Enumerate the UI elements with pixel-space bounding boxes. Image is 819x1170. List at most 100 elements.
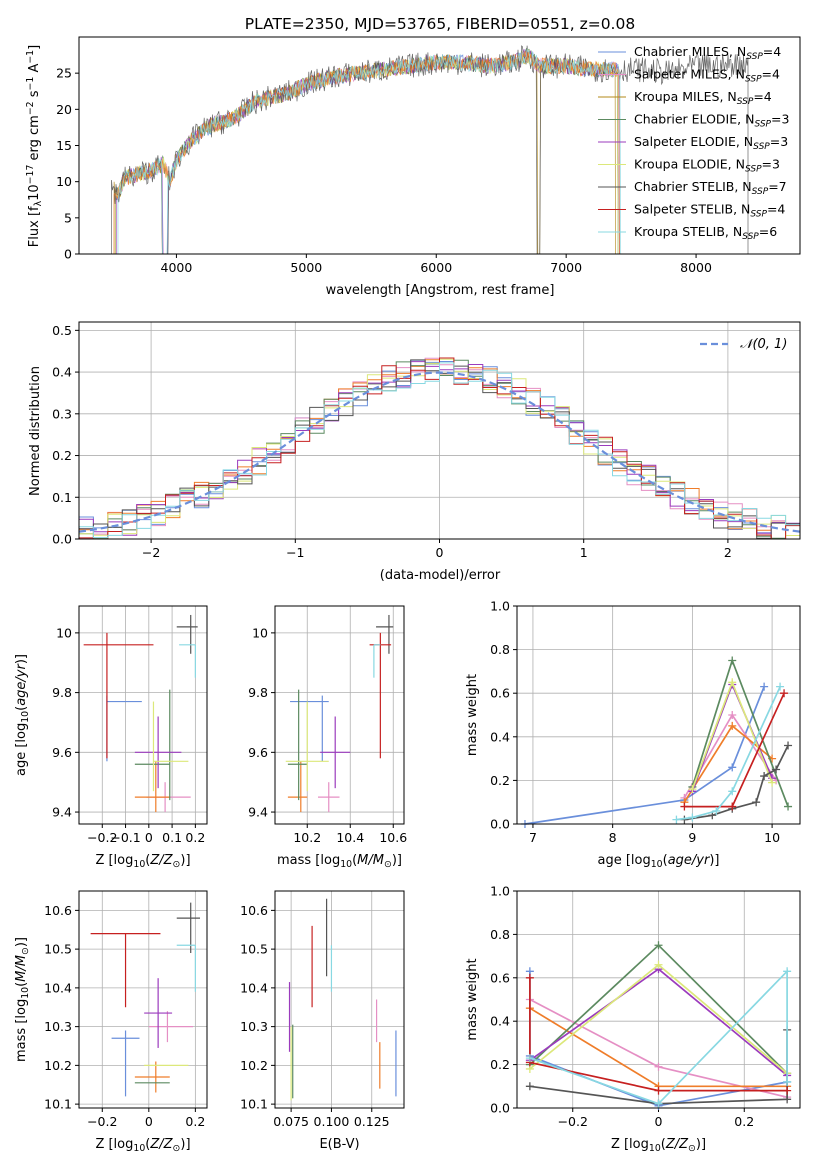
x-tick-label: 0 [655,1114,663,1129]
x-tick-label: 0.2 [734,1114,754,1129]
weight-marker [728,802,737,811]
weight-marker [760,772,769,781]
panel-mw_vs_Z: −0.2 0 0.2 0.0 0.2 0.4 0.6 0.8 1.0 Z [log10(Z/Z⊙)… [465,884,801,1154]
y-tick-label: 0.4 [52,365,72,380]
x-tick-label: 0.2 [185,830,205,845]
y-tick-label: 15 [56,138,72,153]
x-tick-label: 0 [436,545,444,560]
legend-label: 𝒩(0, 1) [740,337,787,352]
x-tick-label: 5000 [290,260,322,275]
y-tick-label: 0.5 [52,323,72,338]
x-tick-label: 0.100 [314,1114,350,1129]
y-tick-label: 10.1 [240,1097,268,1112]
histogram-kroupa-stelib [79,362,800,539]
legend-label: Chabrier ELODIE, NSSP=3 [634,112,789,130]
x-axis-label: Z [log10(Z/Z⊙)] [95,853,190,870]
gridlines [79,322,800,540]
weight-marker [728,678,737,687]
spectrum-lines [111,45,749,254]
y-tick-label: 10.1 [44,1097,72,1112]
y-tick-label: 5 [64,210,72,225]
x-tick-label: 10.2 [293,830,321,845]
y-tick-label: 0.2 [490,773,510,788]
y-tick-label: 10 [56,174,72,189]
x-tick-label: −2 [142,545,160,560]
weight-line [529,969,788,1105]
errorbars [83,614,198,813]
y-tick-label: 0.6 [490,970,510,985]
y-tick-label: 9.6 [248,745,268,760]
x-tick-label: −0.1 [110,830,140,845]
weight-marker [654,1062,663,1071]
spectrum-legend: Chabrier MILES, NSSP=4 Salpeter MILES, NS… [598,44,789,242]
x-tick-label: −0.2 [558,1114,588,1129]
weight-marker [784,802,793,811]
panel-age_vs_Z: −0.2−0.1 0 0.1 0.2 9.4 9.6 9.8 10 Z [log10(Z/Z⊙)… [14,605,208,870]
y-tick-label: 9.4 [248,805,268,820]
weight-marker [728,656,737,665]
y-axis-label: mass [log10(M/M⊙)] [14,937,31,1062]
weight-marker [776,682,785,691]
weight-marker [768,778,777,787]
y-tick-label: 10.6 [44,903,72,918]
y-tick-label: 10.2 [240,1058,268,1073]
weight-marker [680,802,689,811]
x-axis-label: (data-model)/error [380,568,501,583]
y-tick-label: 25 [56,66,72,81]
errorbars [288,898,397,1101]
weight-marker [783,1095,792,1104]
gridlines [275,891,404,1108]
y-tick-label: 10.3 [44,1019,72,1034]
y-tick-label: 20 [56,102,72,117]
axes-frame [78,890,208,1109]
ticks: 0.075 0.100 0.125 10.1 10.2 10.3 10.4 10.5 10.6 [240,903,389,1129]
x-tick-label: −0.2 [87,830,117,845]
x-tick-label: 0 [145,830,153,845]
axes-frame [78,605,208,825]
y-tick-label: 9.8 [52,685,72,700]
weight-marker [525,973,534,982]
x-tick-label: 8 [609,830,617,845]
weight-marker [728,763,737,772]
weight-line [691,682,773,792]
axes-frame [78,321,801,540]
x-tick-label: −0.2 [87,1114,117,1129]
x-tick-label: 9 [688,830,696,845]
gridlines [517,890,800,1109]
y-tick-label: 0.0 [490,817,510,832]
y-axis-label: mass weight [465,674,480,756]
weight-marker [654,1099,663,1108]
histograms [79,357,800,539]
weight-marker [525,1082,534,1091]
y-tick-label: 10 [56,625,72,640]
legend-label: Salpeter STELIB, NSSP=4 [634,202,785,220]
y-tick-label: 0.8 [490,927,510,942]
gridlines [275,606,404,824]
y-axis-label: Flux [fλ10−17 erg cm−2 s−1 A−1] [25,45,44,247]
panel-mass_vs_Z: −0.2 0 0.2 10.1 10.2 10.3 10.4 10.5 10.6 Z [log10… [14,890,208,1154]
axes-frame [274,890,405,1109]
weight-marker [654,1086,663,1095]
legend-label: Kroupa STELIB, NSSP=6 [634,224,777,242]
weight-marker [672,815,681,824]
y-tick-label: 0.0 [52,532,72,547]
panel-mass_vs_ebv: 0.075 0.100 0.125 10.1 10.2 10.3 10.4 10.5 10.6 E… [240,890,405,1152]
weight-line [529,977,788,1092]
axes-frame [516,890,801,1109]
y-tick-label: 1.0 [490,599,510,614]
errorbars [285,614,394,813]
spectrum-line-kroupa-elodie [115,49,619,254]
weight-marker [688,785,697,794]
y-tick-label: 10.4 [240,980,268,995]
y-axis-label: mass weight [465,958,480,1040]
legend-label: Kroupa ELODIE, NSSP=3 [634,157,780,175]
x-tick-label: 10.4 [336,830,364,845]
y-tick-label: 0.4 [490,729,510,744]
weight-marker [783,1086,792,1095]
x-tick-label: 4000 [161,260,193,275]
x-axis-label: wavelength [Angstrom, rest frame] [326,283,555,298]
x-tick-label: 6000 [420,260,452,275]
x-tick-label: 0 [145,1114,153,1129]
weight-marker [712,806,721,815]
